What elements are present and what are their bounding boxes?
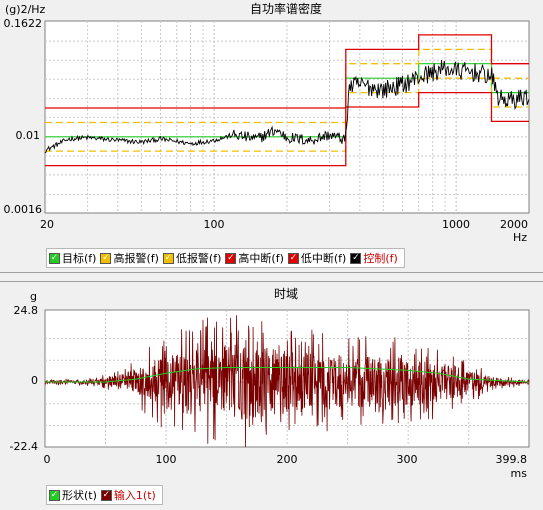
time-y-unit: g [30, 290, 37, 303]
time-xtick-300: 300 [397, 453, 418, 466]
time-panel: g 时域 24.8 0 -22.4 0 100 200 300 399.8 ms… [0, 282, 543, 510]
checkbox-icon[interactable]: ✓ [100, 489, 112, 501]
psd-ytick-bottom: 0.0016 [4, 203, 43, 216]
psd-legend-item[interactable]: ✓ 目标(f) [49, 250, 96, 266]
time-xtick-200: 200 [277, 453, 298, 466]
checkbox-icon[interactable]: ✓ [350, 252, 362, 264]
time-legend-item[interactable]: ✓ 形状(t) [49, 487, 97, 503]
time-legend: ✓ 形状(t) ✓ 输入1(t) [46, 485, 163, 505]
time-legend-label: 形状(t) [62, 489, 97, 502]
psd-legend-item[interactable]: ✓ 高中断(f) [225, 250, 284, 266]
time-series [44, 315, 530, 448]
psd-legend: ✓ 目标(f) ✓ 高报警(f) ✓ 低报警(f) ✓ 高中断(f) ✓ 低中断(f) ✓ 控制(f) [46, 248, 405, 268]
psd-xtick-2000: 2000 [500, 218, 528, 231]
psd-high-abort-line [45, 34, 529, 109]
checkbox-icon[interactable]: ✓ [100, 252, 112, 264]
psd-title: 自功率谱密度 [250, 1, 322, 16]
time-title: 时域 [274, 287, 298, 301]
time-ytick-top: 24.8 [14, 304, 39, 317]
psd-panel: (g)2/Hz 自功率谱密度 0.1622 0.01 0.0016 20 100… [0, 0, 543, 268]
psd-legend-item[interactable]: ✓ 控制(f) [350, 250, 398, 266]
psd-xtick-1000: 1000 [442, 218, 470, 231]
panel-splitter[interactable] [0, 272, 543, 282]
psd-series [44, 34, 530, 167]
time-legend-item[interactable]: ✓ 输入1(t) [100, 487, 156, 503]
time-x-unit: ms [511, 467, 528, 480]
psd-ytick-top: 0.1622 [4, 17, 43, 30]
checkbox-icon[interactable]: ✓ [287, 252, 299, 264]
psd-legend-label: 低中断(f) [300, 252, 347, 265]
psd-low-abort-line [45, 91, 529, 167]
psd-legend-label: 低报警(f) [175, 252, 222, 265]
psd-chart[interactable]: (g)2/Hz 自功率谱密度 0.1622 0.01 0.0016 20 100… [0, 0, 543, 245]
psd-ytick-mid: 0.01 [16, 129, 41, 142]
time-ytick-bottom: -22.4 [10, 440, 38, 453]
psd-xtick-20: 20 [40, 218, 54, 231]
psd-legend-item[interactable]: ✓ 低报警(f) [162, 250, 222, 266]
psd-legend-label: 高中断(f) [238, 252, 284, 265]
psd-legend-label: 目标(f) [62, 252, 97, 265]
time-xtick-100: 100 [156, 453, 177, 466]
checkbox-icon[interactable]: ✓ [49, 252, 60, 264]
psd-legend-item[interactable]: ✓ 高报警(f) [100, 250, 159, 266]
time-xtick-399: 399.8 [496, 453, 528, 466]
time-input1-line [44, 315, 530, 448]
time-chart[interactable]: g 时域 24.8 0 -22.4 0 100 200 300 399.8 ms [0, 282, 543, 482]
time-shape-line [45, 367, 530, 383]
time-xtick-0: 0 [44, 453, 51, 466]
psd-y-unit: (g)2/Hz [5, 3, 46, 16]
psd-legend-item[interactable]: ✓ 低中断(f) [287, 250, 347, 266]
checkbox-icon[interactable]: ✓ [49, 489, 60, 501]
time-ytick-zero: 0 [31, 374, 38, 387]
psd-x-unit: Hz [513, 231, 527, 244]
checkbox-icon[interactable]: ✓ [162, 252, 174, 264]
psd-legend-label: 控制(f) [363, 252, 398, 265]
psd-legend-label: 高报警(f) [113, 252, 159, 265]
psd-xtick-100: 100 [204, 218, 225, 231]
checkbox-icon[interactable]: ✓ [225, 252, 237, 264]
psd-grid [45, 21, 529, 213]
time-legend-label: 输入1(t) [113, 489, 156, 502]
psd-control-line [44, 59, 530, 154]
